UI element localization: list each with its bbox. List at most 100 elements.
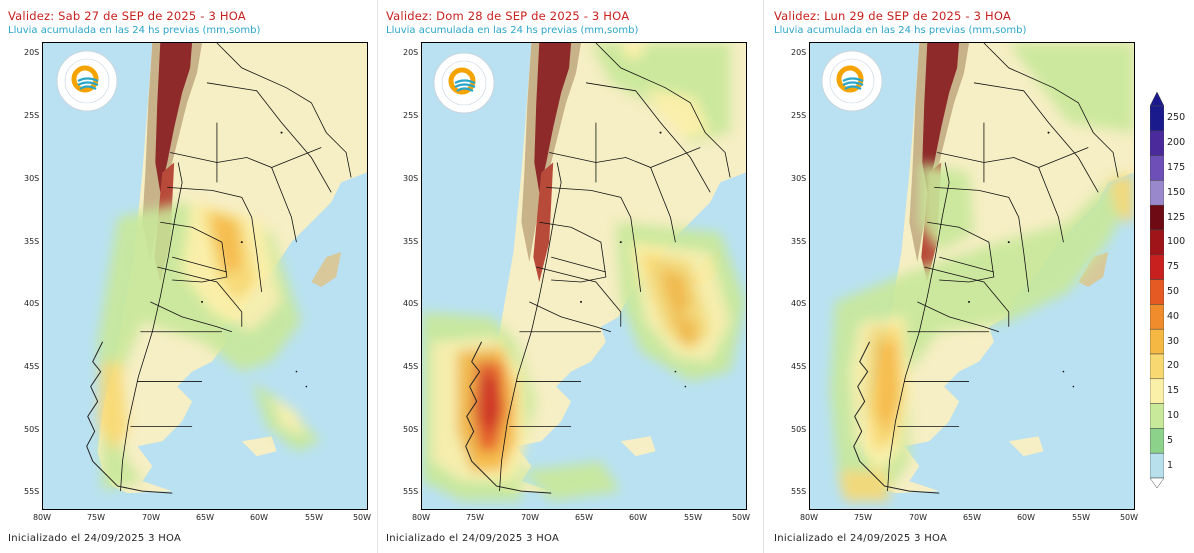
colorbar-label: 5: [1167, 434, 1174, 446]
lat-label: 25S: [24, 111, 40, 120]
lat-label: 50S: [791, 425, 807, 434]
lon-label: 75W: [465, 513, 485, 522]
colorbar-label: 10: [1167, 410, 1180, 421]
lon-label: 55W: [304, 513, 324, 522]
lon-label: 75W: [853, 513, 873, 522]
forecast-panel-sat-27: Validez: Sab 27 de SEP de 2025 - 3 HOA L…: [0, 0, 376, 553]
colorbar-swatch: [1150, 428, 1164, 454]
lat-label: 35S: [403, 237, 419, 246]
lat-label: 35S: [24, 237, 40, 246]
init-label: Inicializado el 24/09/2025 3 HOA: [386, 533, 560, 544]
lat-label: 25S: [403, 111, 419, 120]
lon-label: 60W: [628, 513, 648, 522]
colorbar-label: 1: [1167, 459, 1174, 471]
rain-map: 20S 25S 30S 35S 40S 45S 50S 55S 80W 75W …: [403, 42, 750, 522]
forecast-panel-sun-28: Validez: Dom 28 de SEP de 2025 - 3 HOA L…: [378, 0, 763, 553]
smn-logo: [821, 50, 883, 112]
colorbar-label: 15: [1167, 385, 1180, 397]
lon-label: 50W: [731, 513, 751, 522]
lon-label: 55W: [1071, 513, 1091, 522]
colorbar-label: 200: [1167, 137, 1186, 149]
colorbar-swatch: [1150, 180, 1164, 206]
lon-label: 80W: [411, 513, 431, 522]
lon-label: 70W: [141, 513, 161, 522]
precip-field: [422, 43, 746, 502]
lat-label: 55S: [791, 487, 807, 496]
panel-subtitle: Lluvia acumulada en las 24 hs previas (m…: [774, 25, 1027, 36]
colorbar-label: 50: [1167, 286, 1180, 297]
lon-label: 70W: [520, 513, 540, 522]
lat-label: 45S: [791, 362, 807, 371]
lon-label: 60W: [249, 513, 269, 522]
lat-label: 50S: [403, 425, 419, 434]
lon-label: 65W: [195, 513, 215, 522]
init-label: Inicializado el 24/09/2025 3 HOA: [8, 533, 182, 544]
lon-label: 65W: [574, 513, 594, 522]
panel-title: Validez: Dom 28 de SEP de 2025 - 3 HOA: [386, 9, 630, 23]
rain-map: 20S 25S 30S 35S 40S 45S 50S 55S 80W 75W …: [791, 42, 1138, 522]
rain-map: 20S 25S 30S 35S 40S 45S 50S 55S 80W 75W …: [24, 42, 371, 522]
panel-title: Validez: Sab 27 de SEP de 2025 - 3 HOA: [8, 9, 246, 23]
colorbar-swatch: [1150, 378, 1164, 404]
lat-label: 25S: [791, 111, 807, 120]
lat-label: 40S: [24, 299, 40, 308]
colorbar-label: 75: [1167, 261, 1180, 273]
lon-label: 65W: [962, 513, 982, 522]
smn-logo: [433, 52, 495, 114]
colorbar-swatch: [1150, 204, 1164, 231]
colorbar-swatch: [1150, 254, 1164, 280]
lon-label: 70W: [908, 513, 928, 522]
init-label: Inicializado el 24/09/2025 3 HOA: [774, 533, 948, 544]
colorbar-swatch: [1150, 304, 1164, 330]
panel-subtitle: Lluvia acumulada en las 24 hs previas (m…: [8, 25, 261, 36]
colorbar-swatch: [1150, 328, 1164, 355]
lat-label: 40S: [791, 299, 807, 308]
lon-label: 75W: [86, 513, 106, 522]
lat-label: 30S: [403, 174, 419, 183]
colorbar-swatch: [1150, 353, 1164, 380]
lon-label: 80W: [799, 513, 819, 522]
colorbar-label: 30: [1167, 335, 1180, 347]
lat-label: 40S: [403, 299, 419, 308]
colorbar-label: 250: [1167, 112, 1186, 124]
colorbar-swatch: [1150, 452, 1164, 479]
rain-colorbar: [1150, 92, 1164, 488]
lat-label: 45S: [24, 362, 40, 371]
lat-label: 30S: [24, 174, 40, 183]
colorbar-top-arrow: [1150, 92, 1164, 107]
rain-map-plot: [809, 42, 1135, 510]
lat-label: 20S: [24, 48, 40, 57]
forecast-panel-mon-29: Validez: Lun 29 de SEP de 2025 - 3 HOA L…: [766, 0, 1146, 553]
lat-label: 45S: [403, 362, 419, 371]
lon-label: 60W: [1016, 513, 1036, 522]
lon-label: 55W: [683, 513, 703, 522]
colorbar-label: 150: [1167, 186, 1186, 198]
lon-label: 50W: [1119, 513, 1139, 522]
lat-label: 20S: [791, 48, 807, 57]
lat-label: 50S: [24, 425, 40, 434]
lat-label: 20S: [403, 48, 419, 57]
colorbar-label: 20: [1167, 360, 1180, 372]
rain-map-plot: [421, 42, 747, 510]
colorbar-swatch: [1150, 229, 1164, 256]
panel-title: Validez: Lun 29 de SEP de 2025 - 3 HOA: [774, 9, 1011, 23]
lat-label: 35S: [791, 237, 807, 246]
colorbar-label: 125: [1167, 211, 1186, 223]
panel-subtitle: Lluvia acumulada en las 24 hs previas (m…: [386, 25, 639, 36]
colorbar-label: 175: [1167, 162, 1186, 173]
lat-label: 55S: [24, 487, 40, 496]
lon-label: 50W: [352, 513, 372, 522]
colorbar-swatch: [1150, 105, 1164, 132]
rain-map-plot: [42, 42, 368, 510]
colorbar-label: 40: [1167, 310, 1180, 322]
colorbar-swatch: [1150, 155, 1164, 181]
colorbar-swatch: [1150, 279, 1164, 305]
colorbar-swatch: [1150, 130, 1164, 156]
colorbar-label: 100: [1167, 236, 1186, 248]
colorbar-swatch: [1150, 403, 1164, 429]
smn-logo: [56, 50, 118, 112]
lon-label: 80W: [32, 513, 52, 522]
colorbar-bottom-arrow: [1150, 477, 1164, 488]
lat-label: 30S: [791, 174, 807, 183]
lat-label: 55S: [403, 487, 419, 496]
